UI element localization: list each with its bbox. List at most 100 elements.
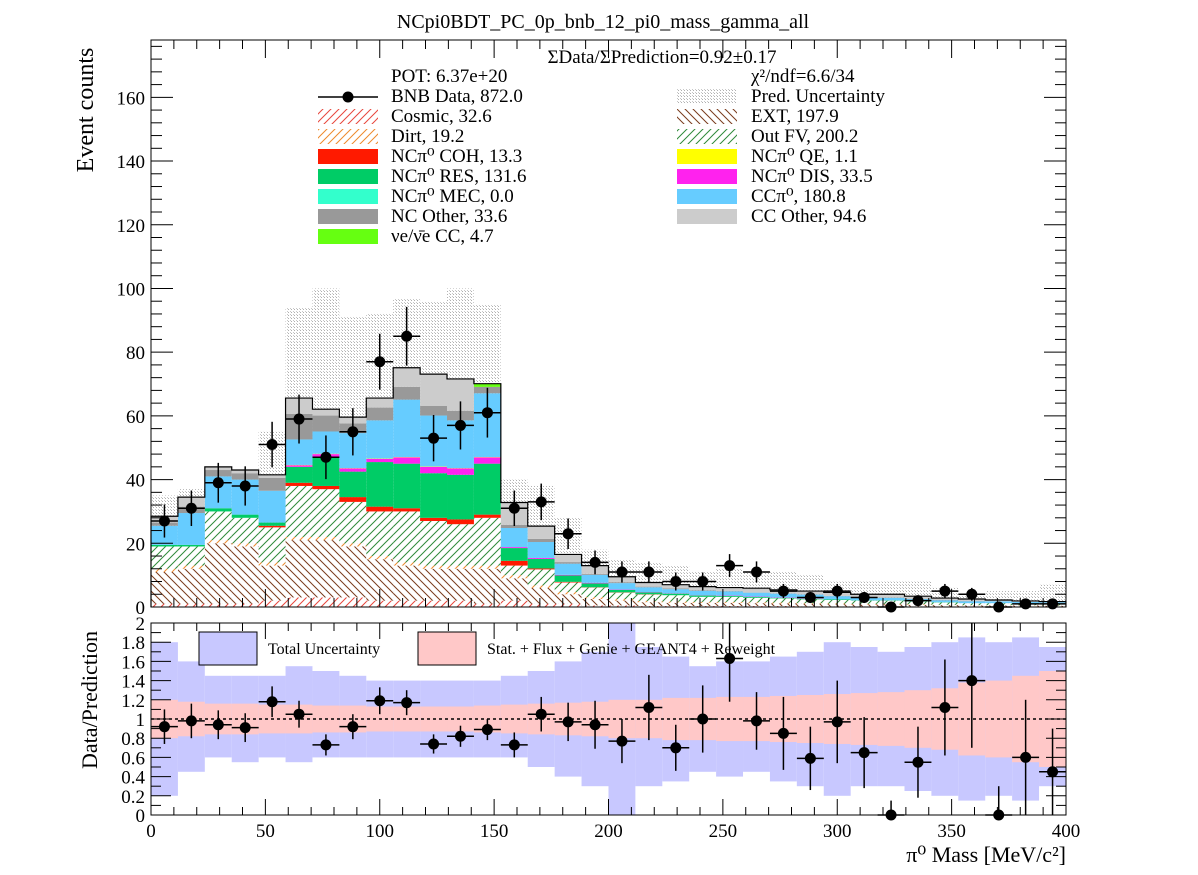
stack-bar-ncother [258, 477, 286, 491]
stack-bar-ext [204, 543, 232, 604]
main-histogram-panel: 0 20 40 60 80 100 120 140 160 Event counts ΣData… [73, 39, 1067, 619]
y-tick-label: 120 [117, 216, 146, 237]
stack-bar-coh [527, 568, 555, 570]
stack-bar-dirt [204, 540, 232, 544]
stack-bar-ext [393, 565, 421, 601]
data-point [581, 550, 609, 575]
stack-bar-dirt [258, 562, 286, 566]
stack-total-outline [150, 367, 1067, 607]
stack-bar-dirt [662, 601, 690, 603]
stack-bar-ccpi0 [608, 583, 636, 590]
stack-bar-ext [689, 602, 717, 607]
ratio-y-tick-label: 0.4 [121, 768, 145, 789]
ratio-point [850, 717, 878, 789]
stack-bar-res [204, 508, 232, 512]
ratio-y-tick-label: 1.2 [121, 691, 145, 712]
stack-bar-cosmic [312, 597, 340, 607]
data-point [177, 490, 205, 526]
stack-bar-ccpi0 [366, 420, 394, 459]
stack-bar-ext [635, 602, 663, 607]
stack-bar-res [177, 544, 205, 547]
x-tick-label: 100 [366, 821, 395, 842]
stack-bar-ncother [581, 573, 609, 575]
legend-entry-ncother: NC Other, 33.6 [318, 206, 507, 227]
data-point [150, 504, 178, 538]
stack-bar-ccother [393, 367, 421, 387]
ratio-point [877, 800, 905, 821]
y-tick-label: 40 [126, 471, 145, 492]
stack-bar-ccpi0 [554, 563, 582, 575]
ratio-legend: Total Uncertainty Stat. + Flux + Genie + … [198, 631, 776, 666]
legend-entry-qe: NCπ⁰ QE, 1.1 [677, 146, 858, 167]
stack-bar-res [473, 463, 501, 515]
stack-bar-ext [608, 600, 636, 606]
stack-bar-outfv [931, 602, 959, 605]
stack-bar-ext [473, 568, 501, 604]
stack-bar-res [527, 558, 555, 569]
stack-bar-ccother [366, 398, 394, 408]
ratio-point [447, 725, 474, 747]
stack-bar-ccother [420, 374, 448, 407]
legend-entry-ext: EXT, 197.9 [677, 106, 839, 127]
ratio-panel: 00.20.40.60.811.21.41.61.82 0 50 100 150 200 2… [77, 614, 1080, 867]
stack-bar-ncother [393, 386, 421, 400]
legend-entry-res: NCπ⁰ RES, 131.6 [318, 166, 526, 187]
stack-bar-coh [312, 485, 340, 490]
legend-label: νe/ν̄e CC, 4.7 [391, 226, 494, 247]
stack-bar-dirt [473, 565, 501, 569]
stack-bar-ncother [500, 524, 528, 529]
stack-bar-dis [473, 457, 501, 464]
data-point [447, 401, 474, 450]
stack-bar-ccpi0 [581, 574, 609, 583]
stack-bar-outfv [689, 596, 717, 602]
stack-bar-ccother [554, 554, 582, 563]
pot-text: POT: 6.37e+20 [391, 66, 507, 87]
stack-bar-cosmic [420, 600, 448, 607]
stack-bar-ext [231, 546, 259, 604]
top-axis-ticks: 0 20 40 60 80 100 120 140 160 [117, 40, 1067, 619]
stack-bar-outfv [420, 520, 448, 566]
ratio-y-tick-label: 0.2 [121, 787, 145, 808]
stack-bar-res [608, 589, 636, 593]
legend-label: CCπ⁰, 180.8 [751, 186, 846, 207]
stack-bar-ccpi0 [931, 600, 959, 603]
stack-bar-res [393, 463, 421, 509]
stack-bar-dis [581, 582, 609, 584]
stack-bar-res [743, 596, 770, 598]
stack-bar-outfv [312, 489, 340, 537]
stack-bar-ncother [635, 586, 663, 588]
legend-entry-cosmic: Cosmic, 32.6 [318, 106, 492, 127]
y-tick-label: 100 [117, 279, 146, 300]
ratio-point [473, 719, 501, 741]
stack-bar-dirt [393, 562, 421, 566]
legend-label: Cosmic, 32.6 [391, 106, 492, 127]
stack-bar-cosmic [258, 600, 286, 607]
stack-bar-ext [554, 594, 582, 604]
stack-bar-outfv [151, 546, 178, 569]
legend-label: NCπ⁰ QE, 1.1 [751, 146, 858, 167]
legend-entry-coh: NCπ⁰ COH, 13.3 [318, 146, 522, 167]
stack-bar-cosmic [527, 603, 555, 607]
data-point [285, 394, 313, 444]
data-point [608, 561, 636, 583]
stack-bar-ext [662, 602, 690, 607]
legend-label: NCπ⁰ COH, 13.3 [391, 146, 522, 167]
stack-bar-ccpi0 [877, 597, 905, 601]
legend-label: CC Other, 94.6 [751, 206, 866, 227]
ratio-point [177, 703, 205, 739]
stack-bar-dirt [312, 536, 340, 541]
x-tick-label: 250 [709, 821, 738, 842]
ratio-point [339, 714, 367, 740]
ratio-point [312, 734, 340, 756]
stack-bar-coh [554, 581, 582, 583]
stack-bar-res [635, 592, 663, 595]
legend-label: NC Other, 33.6 [391, 206, 507, 227]
ratio-point [823, 680, 851, 764]
data-point [635, 561, 663, 583]
stack-bar-coh [393, 508, 421, 512]
stack-bar-coh [285, 482, 313, 486]
stack-bar-res [151, 544, 178, 547]
stack-bar-ext [958, 605, 986, 607]
data-point [716, 554, 744, 578]
